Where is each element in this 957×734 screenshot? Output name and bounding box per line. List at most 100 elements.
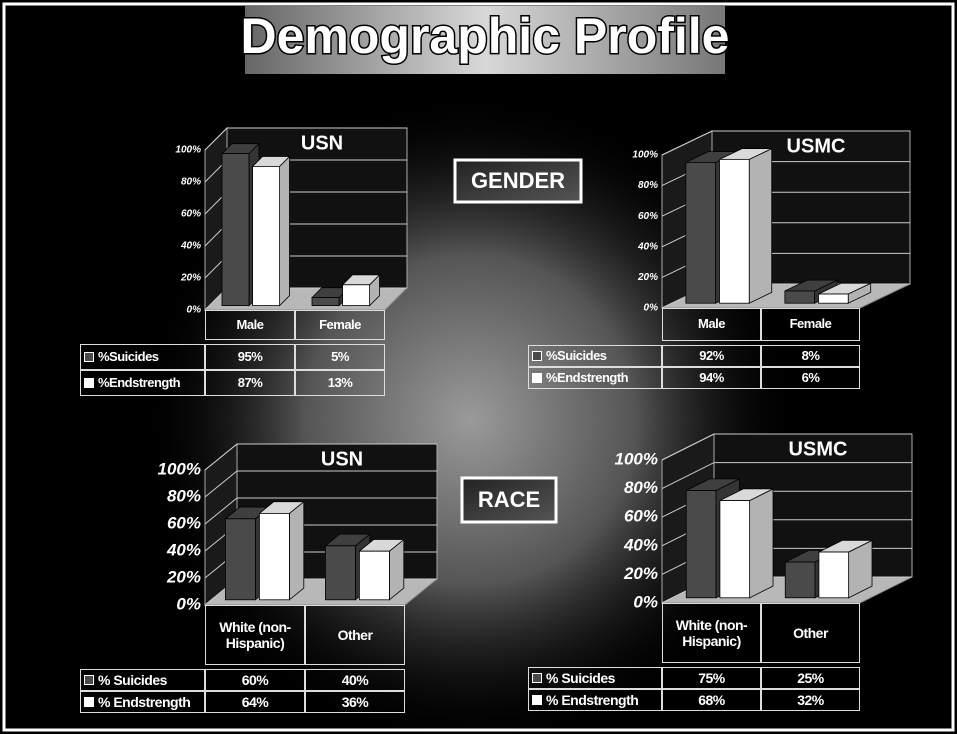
y-tick-label: 80% — [638, 180, 658, 191]
bar — [818, 551, 850, 599]
legend-entry: %Endstrength — [80, 370, 205, 396]
bar-side — [288, 500, 305, 601]
bar — [324, 545, 356, 601]
y-tick-label: 40% — [623, 535, 658, 554]
bar — [719, 500, 751, 599]
bar — [784, 561, 816, 599]
section-box — [460, 476, 558, 524]
grid-line — [204, 470, 437, 498]
chart-title: USMC — [789, 438, 848, 460]
y-tick-label: 60% — [181, 209, 201, 220]
legend-entry: % Endstrength — [528, 689, 662, 711]
bar — [342, 284, 371, 306]
y-tick-label: 100% — [175, 145, 201, 156]
legend-label: %Endstrength — [98, 374, 181, 390]
data-label: 68% — [662, 689, 761, 711]
legend-swatch — [84, 352, 94, 362]
category-label: Other — [305, 605, 405, 665]
legend-label: % Endstrength — [546, 691, 639, 708]
bar — [221, 153, 250, 307]
data-label: 75% — [662, 667, 761, 689]
section-box — [453, 158, 583, 204]
y-tick-label: 40% — [180, 241, 201, 252]
legend-label: % Endstrength — [98, 693, 191, 710]
data-label: 8% — [761, 345, 860, 367]
chart-title: USN — [321, 448, 363, 470]
legend-swatch — [532, 351, 542, 361]
y-tick-label: 60% — [638, 211, 658, 222]
grid-line — [661, 433, 912, 461]
data-label: 64% — [205, 691, 305, 713]
y-tick-label: 100% — [158, 459, 201, 478]
category-label: White (non-Hispanic) — [662, 603, 761, 663]
y-tick-label: 60% — [624, 507, 658, 526]
data-label: 13% — [295, 370, 385, 396]
legend-label: % Suicides — [98, 671, 167, 688]
data-label: 32% — [761, 689, 860, 711]
y-tick-label: 0% — [187, 305, 202, 316]
grid-line — [204, 497, 437, 525]
legend-entry: % Endstrength — [80, 691, 205, 713]
bar — [224, 518, 256, 601]
legend-entry: %Endstrength — [528, 367, 662, 389]
bar — [252, 165, 281, 306]
legend-swatch — [532, 695, 542, 705]
y-tick-label: 0% — [176, 594, 201, 613]
data-label: 40% — [305, 669, 405, 691]
bar-side — [748, 147, 773, 304]
bar — [818, 293, 849, 304]
category-label: Female — [761, 308, 860, 341]
legend-entry: %Suicides — [80, 344, 205, 370]
slide-title: Demographic Profile — [241, 8, 730, 64]
bar — [685, 490, 717, 599]
legend-swatch — [532, 673, 542, 683]
bar-side — [749, 488, 774, 599]
legend-swatch — [84, 378, 94, 388]
y-tick-label: 100% — [632, 150, 658, 161]
category-label: Female — [295, 310, 385, 340]
category-label: Male — [662, 308, 761, 341]
y-tick-label: 80% — [181, 177, 201, 188]
bar — [258, 513, 290, 601]
legend-label: %Suicides — [546, 347, 607, 363]
legend-label: % Suicides — [546, 669, 615, 686]
bar — [685, 162, 716, 304]
data-label: 95% — [205, 344, 295, 370]
legend-label: %Suicides — [98, 348, 159, 364]
data-label: 92% — [662, 345, 761, 367]
title-box — [245, 6, 725, 74]
data-label: 6% — [761, 367, 860, 389]
y-tick-label: 0% — [644, 303, 659, 314]
bar — [719, 158, 750, 304]
bar — [358, 550, 390, 601]
data-label: 87% — [205, 370, 295, 396]
y-tick-label: 40% — [637, 241, 658, 252]
y-tick-label: 40% — [166, 540, 201, 559]
data-label: 25% — [761, 667, 860, 689]
data-label: 60% — [205, 669, 305, 691]
legend-entry: %Suicides — [528, 345, 662, 367]
y-tick-label: 20% — [637, 272, 658, 283]
data-label: 36% — [305, 691, 405, 713]
y-tick-label: 0% — [633, 592, 658, 611]
data-label: 94% — [662, 367, 761, 389]
grid-line — [661, 462, 912, 490]
legend-entry: % Suicides — [80, 669, 205, 691]
bar — [311, 297, 340, 307]
y-tick-label: 20% — [623, 564, 658, 583]
y-tick-label: 80% — [167, 486, 201, 505]
section-label: RACE — [478, 487, 540, 512]
category-label: Other — [761, 603, 860, 663]
legend-entry: % Suicides — [528, 667, 662, 689]
grid-line — [661, 130, 910, 156]
y-tick-label: 60% — [167, 513, 201, 532]
y-tick-label: 20% — [180, 273, 201, 284]
y-tick-label: 80% — [624, 478, 658, 497]
chart-title: USMC — [787, 135, 846, 157]
category-label: White (non-Hispanic) — [205, 605, 305, 665]
legend-label: %Endstrength — [546, 369, 629, 385]
legend-swatch — [84, 675, 94, 685]
